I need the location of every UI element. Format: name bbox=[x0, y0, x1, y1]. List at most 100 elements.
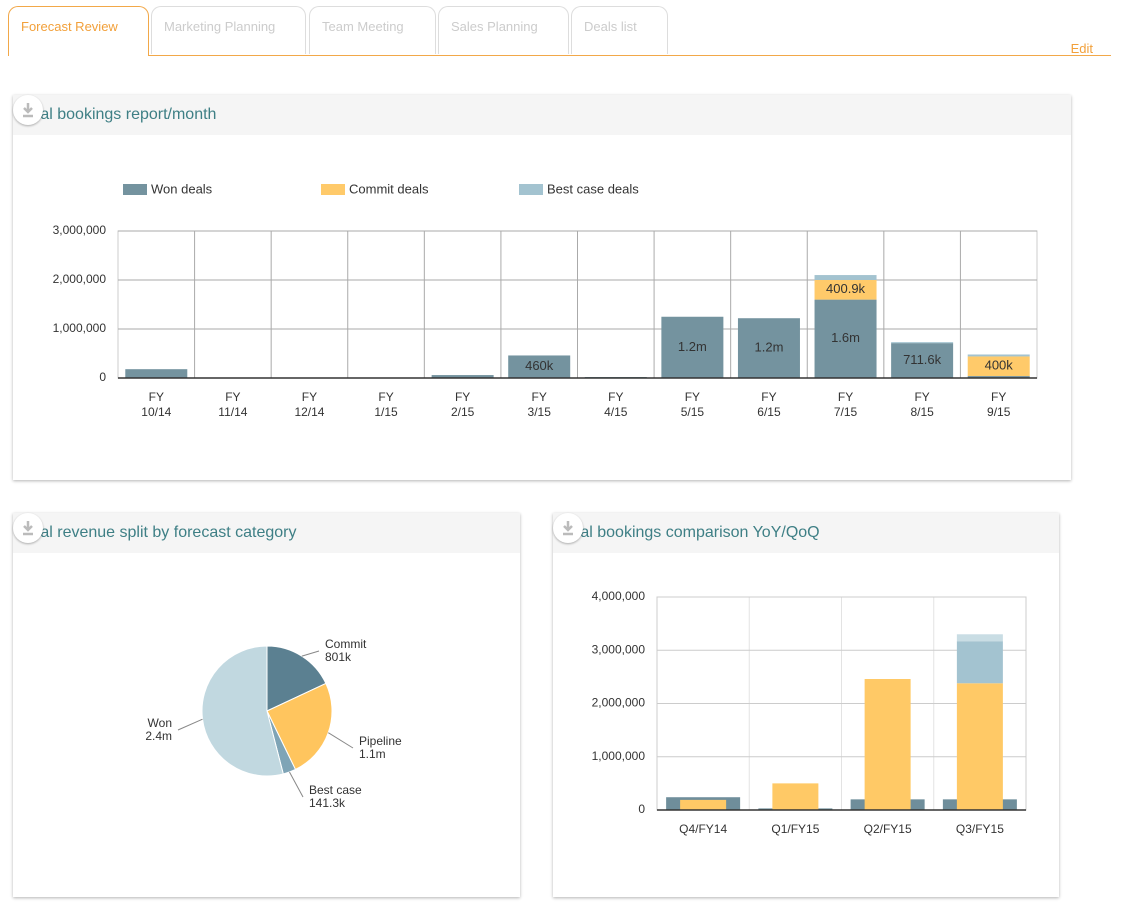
panel-title: Total bookings report/month bbox=[13, 95, 1071, 135]
y-tick-label: 0 bbox=[99, 370, 106, 384]
x-tick-label-line: FY bbox=[838, 390, 853, 404]
bar-segment bbox=[864, 679, 911, 810]
panel: 0 1,000,000 2,000,000 3,000,000 FY 10/14 FY 11/… bbox=[13, 95, 1071, 480]
x-tick-label-line: 11/14 bbox=[218, 405, 247, 419]
x-tick-label: FY 8/15 bbox=[910, 390, 934, 419]
bar-segment bbox=[737, 318, 800, 378]
y-tick-label: 1,000,000 bbox=[592, 749, 646, 763]
bar-segment bbox=[814, 299, 877, 378]
edit-link[interactable]: Edit bbox=[1070, 41, 1093, 56]
slice-label: Pipeline bbox=[359, 734, 402, 748]
bar-segment bbox=[431, 375, 494, 378]
bar-segment bbox=[967, 356, 1030, 377]
y-tick-label: 0 bbox=[638, 802, 645, 816]
tab-bar: Forecast Review Marketing Planning Team … bbox=[8, 6, 1111, 56]
panel: Commit 801k Pipeline 1.1m Best case 141.3k Won… bbox=[13, 513, 520, 897]
data-label: 400.9k bbox=[826, 281, 866, 296]
x-tick-label: FY 2/15 bbox=[451, 390, 475, 419]
legend-swatch bbox=[519, 184, 543, 195]
x-tick-label-line: FY bbox=[225, 390, 240, 404]
bar-segment bbox=[967, 354, 1030, 357]
slice-label: Won bbox=[148, 716, 172, 730]
bar-segment bbox=[967, 376, 1030, 378]
x-tick-label: FY 11/14 bbox=[218, 390, 247, 419]
slice-label: Best case bbox=[309, 783, 362, 797]
x-tick-label-line: 5/15 bbox=[681, 405, 705, 419]
bar-segment bbox=[891, 342, 954, 344]
bar-segment bbox=[814, 279, 877, 300]
x-tick-label-line: FY bbox=[532, 390, 547, 404]
x-tick-label-line: FY bbox=[991, 390, 1006, 404]
panel-title: Total revenue split by forecast category bbox=[13, 513, 520, 553]
data-label: 1.2m bbox=[678, 339, 707, 354]
x-tick-label: Q2/FY15 bbox=[864, 822, 912, 836]
pie-slice bbox=[266, 645, 327, 712]
bar-segment bbox=[814, 275, 877, 280]
slice-label: Commit bbox=[325, 637, 367, 651]
x-tick-label-line: FY bbox=[455, 390, 470, 404]
x-tick-label-line: 7/15 bbox=[834, 405, 858, 419]
tab[interactable]: Forecast Review bbox=[8, 6, 149, 56]
tab[interactable]: Marketing Planning bbox=[151, 6, 306, 54]
x-tick-label: FY 7/15 bbox=[834, 390, 858, 419]
bar-segment bbox=[956, 634, 1003, 642]
download-button[interactable] bbox=[13, 513, 43, 543]
x-tick-label: FY 12/14 bbox=[294, 390, 324, 419]
x-tick-label-line: 4/15 bbox=[604, 405, 628, 419]
x-tick-label: Q4/FY14 bbox=[679, 822, 727, 836]
y-tick-label: 2,000,000 bbox=[53, 272, 107, 286]
x-tick-label-line: FY bbox=[685, 390, 700, 404]
data-label: 400k bbox=[985, 358, 1014, 373]
bar-segment bbox=[125, 369, 188, 378]
legend-swatch bbox=[123, 184, 147, 195]
bar-segment bbox=[508, 355, 571, 378]
slice-value: 2.4m bbox=[145, 729, 172, 743]
bar-segment bbox=[772, 783, 819, 810]
slice-value: 801k bbox=[325, 650, 352, 664]
leader-line bbox=[301, 650, 320, 657]
tab[interactable]: Deals list bbox=[571, 6, 668, 54]
bar-segment bbox=[956, 683, 1003, 810]
x-tick-label: FY 4/15 bbox=[604, 390, 628, 419]
bar-segment bbox=[680, 799, 727, 810]
panel-title: Total bookings comparison YoY/QoQ bbox=[553, 513, 1059, 553]
x-tick-label-line: 12/14 bbox=[294, 405, 324, 419]
download-button[interactable] bbox=[553, 513, 583, 543]
x-tick-label: FY 10/14 bbox=[141, 390, 171, 419]
x-tick-label-line: FY bbox=[149, 390, 164, 404]
x-tick-label-line: FY bbox=[761, 390, 776, 404]
x-tick-label-line: 2/15 bbox=[451, 405, 475, 419]
download-button[interactable] bbox=[13, 95, 43, 125]
y-tick-label: 3,000,000 bbox=[53, 223, 107, 237]
tab[interactable]: Sales Planning bbox=[438, 6, 569, 54]
panel: 0 1,000,000 2,000,000 3,000,000 4,000,000 Q4/… bbox=[553, 513, 1059, 897]
pie-slice bbox=[201, 645, 284, 777]
x-tick-label: FY 9/15 bbox=[987, 390, 1011, 419]
x-tick-label: FY 1/15 bbox=[374, 390, 398, 419]
x-tick-label-line: FY bbox=[914, 390, 929, 404]
data-label: 1.6m bbox=[831, 330, 860, 345]
y-tick-label: 4,000,000 bbox=[592, 589, 646, 603]
y-tick-label: 1,000,000 bbox=[53, 321, 107, 335]
legend-swatch bbox=[321, 184, 345, 195]
tab[interactable]: Team Meeting bbox=[309, 6, 436, 54]
leader-line bbox=[177, 718, 203, 731]
y-tick-label: 2,000,000 bbox=[592, 696, 646, 710]
bar-segment bbox=[661, 316, 724, 378]
y-tick-label: 3,000,000 bbox=[592, 642, 646, 656]
x-tick-label: Q3/FY15 bbox=[956, 822, 1004, 836]
legend-label: Best case deals bbox=[547, 181, 639, 196]
x-tick-label-line: 6/15 bbox=[757, 405, 781, 419]
x-tick-label-line: 9/15 bbox=[987, 405, 1011, 419]
leader-line bbox=[289, 771, 304, 798]
chart: 0 1,000,000 2,000,000 3,000,000 4,000,000 Q4/… bbox=[592, 589, 1027, 836]
data-label: 711.6k bbox=[903, 352, 942, 367]
slice-value: 141.3k bbox=[309, 796, 346, 810]
bar-segment bbox=[956, 641, 1003, 684]
bar-segment bbox=[891, 343, 954, 378]
x-tick-label-line: 1/15 bbox=[374, 405, 398, 419]
legend-label: Won deals bbox=[151, 181, 213, 196]
